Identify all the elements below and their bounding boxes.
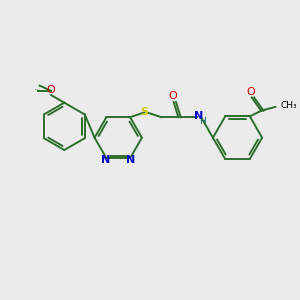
Text: N: N xyxy=(126,155,136,165)
Text: O: O xyxy=(47,85,56,95)
Text: O: O xyxy=(246,87,255,97)
Text: N: N xyxy=(101,155,110,165)
Text: S: S xyxy=(140,106,148,116)
Text: H: H xyxy=(199,117,206,126)
Text: CH₃: CH₃ xyxy=(280,100,297,109)
Text: methoxy: methoxy xyxy=(35,89,41,90)
Text: N: N xyxy=(194,111,203,121)
Text: O: O xyxy=(168,92,177,101)
